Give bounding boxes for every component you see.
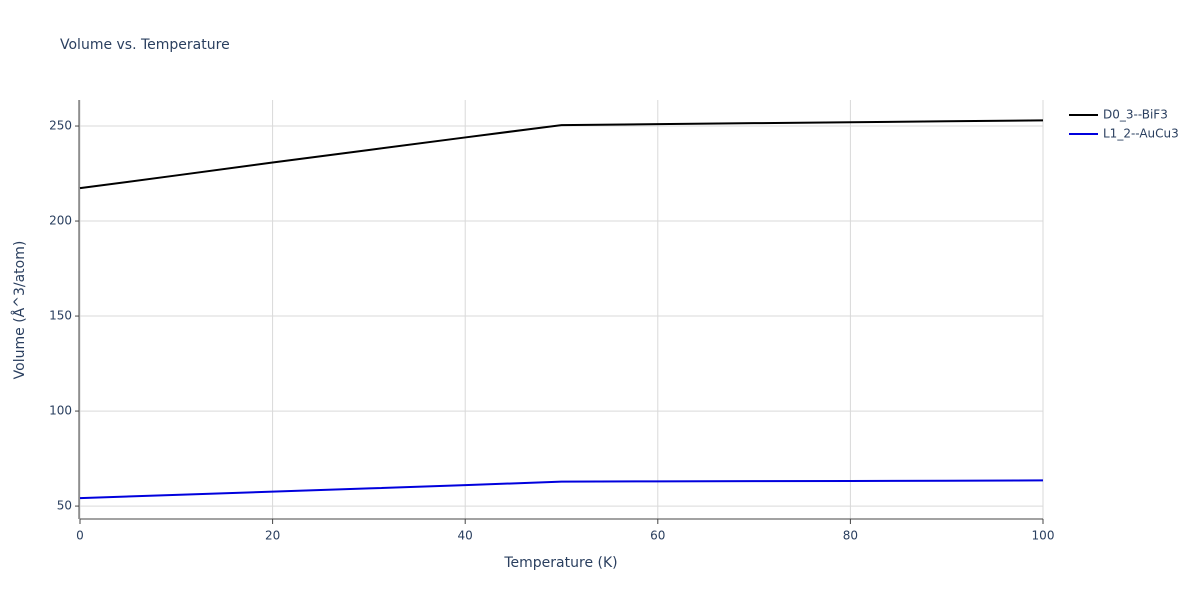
- x-axis-label: Temperature (K): [503, 555, 617, 571]
- legend-label: L1_2--AuCu3: [1103, 127, 1179, 141]
- x-tick-label: 100: [1032, 529, 1055, 543]
- legend-label: D0_3--BiF3: [1103, 108, 1168, 122]
- x-tick-label: 40: [458, 529, 473, 543]
- y-tick-label: 200: [49, 214, 72, 228]
- y-axis-label: Volume (Å^3/atom): [11, 241, 28, 380]
- data-line: [79, 119, 1044, 190]
- data-line: [79, 479, 1044, 500]
- y-tick-label: 50: [57, 499, 72, 513]
- x-tick-label: 80: [843, 529, 858, 543]
- chart-title: Volume vs. Temperature: [60, 37, 230, 53]
- x-tick-label: 0: [76, 529, 84, 543]
- y-tick-label: 100: [49, 404, 72, 418]
- x-tick-label: 60: [650, 529, 665, 543]
- y-tick-label: 250: [49, 119, 72, 133]
- x-tick-label: 20: [265, 529, 280, 543]
- y-tick-label: 150: [49, 309, 72, 323]
